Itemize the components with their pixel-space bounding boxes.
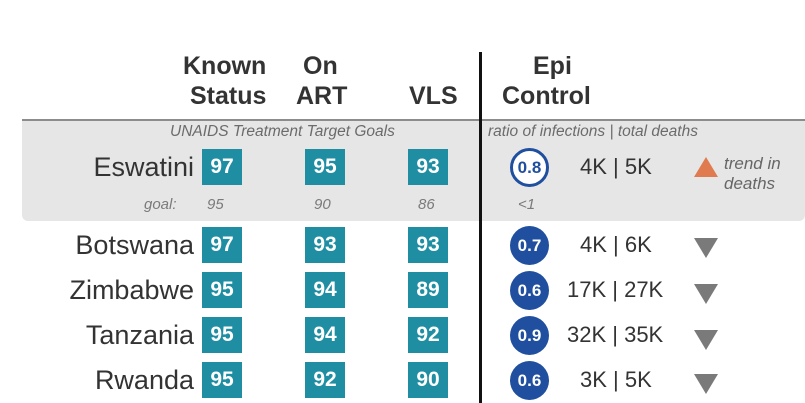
country-label: Zimbabwe: [69, 275, 194, 305]
known-status-cell: 97: [202, 227, 242, 263]
trend-down-icon: [694, 330, 718, 350]
goal-known-status: 95: [207, 196, 224, 213]
epi-ratio-circle: 0.7: [510, 226, 549, 265]
header-epi-line1: Epi: [533, 52, 572, 80]
goal-on-art: 90: [314, 196, 331, 213]
vls-cell: 90: [408, 362, 448, 398]
epi-ratio-circle: 0.8: [510, 148, 549, 187]
country-label: Eswatini: [93, 152, 194, 182]
trend-label-line1: trend in: [724, 154, 781, 173]
subheader-epi: ratio of infections | total deaths: [488, 123, 698, 140]
trend-label-line2: deaths: [724, 174, 776, 193]
known-status-cell: 97: [202, 149, 242, 185]
country-label: Tanzania: [85, 320, 194, 350]
known-status-cell: 95: [202, 317, 242, 353]
trend-down-icon: [694, 238, 718, 258]
vls-cell: 92: [408, 317, 448, 353]
header-known-status-line2: Status: [190, 82, 267, 110]
known-status-cell: 95: [202, 272, 242, 308]
infections-deaths: 17K | 27K: [567, 277, 664, 302]
header-epi-line2: Control: [502, 82, 591, 110]
infections-deaths: 32K | 35K: [567, 322, 664, 347]
known-status-cell: 95: [202, 362, 242, 398]
on-art-cell: 94: [305, 317, 345, 353]
header-on-art-line1: On: [303, 52, 338, 80]
header-on-art-line2: ART: [296, 82, 348, 110]
epi-ratio-circle: 0.6: [510, 271, 549, 310]
infections-deaths: 3K | 5K: [580, 367, 652, 392]
infections-deaths: 4K | 6K: [580, 232, 652, 257]
on-art-cell: 94: [305, 272, 345, 308]
on-art-cell: 93: [305, 227, 345, 263]
trend-up-icon: [694, 157, 718, 177]
epi-ratio-circle: 0.9: [510, 316, 549, 355]
goal-vls: 86: [418, 196, 435, 213]
header-known-status-line1: Known: [183, 52, 267, 80]
header-vls: VLS: [409, 82, 458, 110]
country-label: Rwanda: [94, 365, 194, 395]
column-divider: [479, 52, 482, 403]
country-label: Botswana: [75, 230, 194, 260]
vls-cell: 89: [408, 272, 448, 308]
on-art-cell: 92: [305, 362, 345, 398]
vls-cell: 93: [408, 227, 448, 263]
goal-label: goal:: [144, 196, 177, 213]
subheader-targets: UNAIDS Treatment Target Goals: [170, 123, 395, 140]
epi-ratio-circle: 0.6: [510, 361, 549, 400]
on-art-cell: 95: [305, 149, 345, 185]
vls-cell: 93: [408, 149, 448, 185]
goal-epi: <1: [518, 196, 536, 213]
trend-down-icon: [694, 374, 718, 394]
infections-deaths: 4K | 5K: [580, 154, 652, 179]
trend-down-icon: [694, 284, 718, 304]
